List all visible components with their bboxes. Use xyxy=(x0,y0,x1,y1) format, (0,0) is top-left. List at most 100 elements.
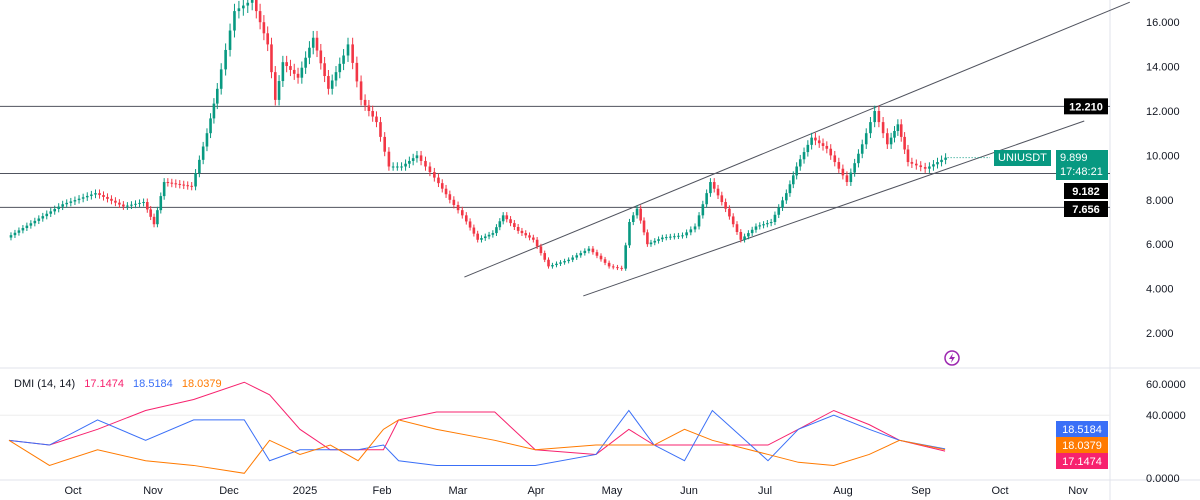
candle-body xyxy=(37,218,41,221)
candle-body xyxy=(190,185,193,187)
candle-body xyxy=(944,157,947,160)
level-label: 12.210 xyxy=(1069,101,1103,113)
candle-body xyxy=(583,250,587,254)
candle-body xyxy=(285,62,288,67)
candle-body xyxy=(315,37,319,51)
candle-body xyxy=(903,136,906,150)
candle-body xyxy=(428,166,432,173)
candle-body xyxy=(224,49,227,70)
dmi-value-tag-label: 18.5184 xyxy=(1062,424,1102,436)
candle-body xyxy=(487,234,491,237)
candle-body xyxy=(460,210,464,216)
countdown: 17:48:21 xyxy=(1060,166,1103,178)
candle-body xyxy=(853,163,856,173)
dmi-y-tick-label: 0.0000 xyxy=(1146,473,1180,485)
x-tick-label: Jun xyxy=(680,485,698,497)
candle-body xyxy=(408,160,411,164)
candle-body xyxy=(327,76,330,89)
candle-body xyxy=(709,182,712,194)
candle-body xyxy=(528,235,531,238)
candle-body xyxy=(806,144,810,153)
candle-body xyxy=(134,203,137,205)
candle-body xyxy=(893,130,896,138)
candle-body xyxy=(363,99,367,106)
candle-body xyxy=(166,182,170,184)
lightning-glyph xyxy=(949,353,955,363)
candle-body xyxy=(228,30,232,50)
candle-body xyxy=(754,226,758,230)
candle-body xyxy=(201,146,205,160)
trend-channel-line[interactable] xyxy=(464,1,1130,278)
candle-body xyxy=(254,0,258,12)
candle-body xyxy=(29,223,33,226)
candle-body xyxy=(624,245,627,269)
candle-body xyxy=(825,145,829,149)
candle-body xyxy=(810,137,813,145)
candle-body xyxy=(910,162,914,164)
candle-body xyxy=(468,221,472,228)
candle-body xyxy=(591,248,595,253)
last-price-tag: 9.899 17:48:21 xyxy=(1056,150,1108,180)
candle-body xyxy=(452,199,456,205)
candle-body xyxy=(387,151,391,167)
candle-body xyxy=(849,172,853,183)
candle-body xyxy=(308,47,311,58)
candle-body xyxy=(182,184,186,186)
candle-body xyxy=(532,237,535,240)
candle-body xyxy=(661,237,664,240)
level-label: 7.656 xyxy=(1072,204,1100,216)
candle-body xyxy=(311,37,315,48)
dmi-title: DMI (14, 14) xyxy=(14,378,76,390)
candle-body xyxy=(524,233,528,236)
candle-body xyxy=(788,184,792,194)
candle-body xyxy=(98,193,101,196)
candle-body xyxy=(270,44,273,73)
candle-body xyxy=(81,197,85,199)
lightning-icon[interactable] xyxy=(944,350,960,366)
candle-body xyxy=(841,168,845,176)
dmi-series-line xyxy=(8,381,946,455)
candle-body xyxy=(342,55,345,64)
candle-body xyxy=(555,263,558,266)
candle-body xyxy=(152,216,156,225)
trend-channel-line[interactable] xyxy=(583,120,1085,297)
candle-body xyxy=(338,63,342,73)
candle-body xyxy=(246,2,250,6)
candle-body xyxy=(681,235,684,237)
candle-body xyxy=(716,188,720,196)
candle-body xyxy=(731,216,735,225)
candle-body xyxy=(424,160,427,167)
candle-body xyxy=(351,44,354,63)
candle-body xyxy=(607,262,611,267)
candle-body xyxy=(170,182,174,184)
candle-body xyxy=(724,202,727,209)
candle-body xyxy=(400,166,403,168)
x-tick-label: Mar xyxy=(449,485,468,497)
dmi-series-line xyxy=(8,419,946,474)
candle-body xyxy=(495,227,498,234)
candle-body xyxy=(319,50,323,64)
candle-body xyxy=(509,219,512,224)
candle-body xyxy=(296,73,300,78)
x-tick-label: Nov xyxy=(1068,485,1088,497)
candle-body xyxy=(798,159,802,167)
y-tick-label: 10.000 xyxy=(1146,150,1180,162)
candle-body xyxy=(25,225,29,229)
candle-body xyxy=(886,133,889,145)
x-tick-label: Aug xyxy=(833,485,853,497)
candle-body xyxy=(701,204,705,216)
candle-body xyxy=(869,122,872,134)
candle-body xyxy=(375,116,378,123)
x-tick-label: 2025 xyxy=(293,485,317,497)
candle-body xyxy=(739,231,743,240)
y-tick-label: 8.000 xyxy=(1146,195,1174,207)
candle-body xyxy=(57,206,60,209)
candle-body xyxy=(118,202,121,205)
dmi-value-orange: 18.0379 xyxy=(181,378,222,390)
candle-body xyxy=(781,200,784,208)
candle-body xyxy=(145,202,149,210)
candle-body xyxy=(433,172,436,178)
candle-body xyxy=(857,153,860,164)
candle-body xyxy=(323,63,326,77)
